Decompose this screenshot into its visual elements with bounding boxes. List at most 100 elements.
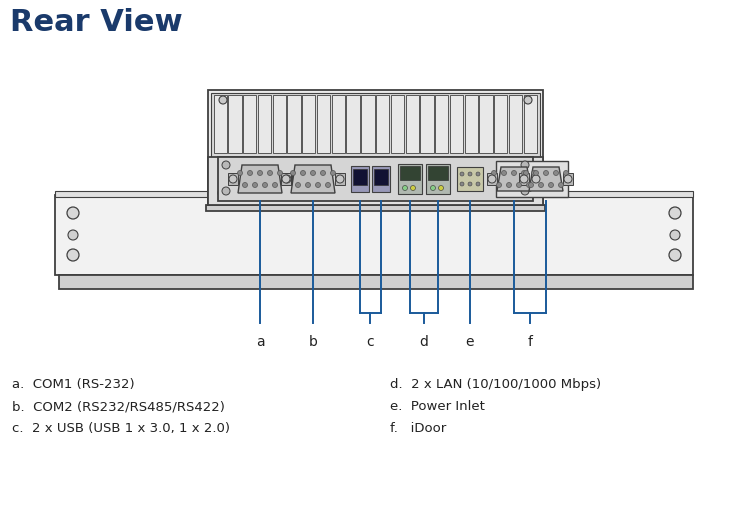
Bar <box>428 166 448 180</box>
Bar <box>302 95 316 153</box>
Polygon shape <box>529 167 563 191</box>
Text: b: b <box>308 335 317 349</box>
Circle shape <box>316 183 320 187</box>
Bar <box>372 166 390 192</box>
Bar <box>335 173 345 185</box>
Circle shape <box>410 186 416 190</box>
Text: f.   iDoor: f. iDoor <box>390 422 446 435</box>
Circle shape <box>326 183 331 187</box>
Circle shape <box>524 96 532 104</box>
Circle shape <box>67 207 79 219</box>
Bar <box>214 95 226 153</box>
Circle shape <box>68 230 78 240</box>
Circle shape <box>544 170 548 176</box>
Circle shape <box>290 170 296 176</box>
Bar <box>406 95 418 153</box>
Circle shape <box>222 161 230 169</box>
Circle shape <box>278 170 283 176</box>
Text: e.  Power Inlet: e. Power Inlet <box>390 400 484 413</box>
Circle shape <box>669 249 681 261</box>
Polygon shape <box>291 165 335 193</box>
Bar <box>281 173 291 185</box>
Circle shape <box>403 186 407 190</box>
Circle shape <box>532 170 536 176</box>
Bar <box>351 166 369 192</box>
Circle shape <box>520 175 528 183</box>
Text: f: f <box>527 335 532 349</box>
Text: c.  2 x USB (USB 1 x 3.0, 1 x 2.0): c. 2 x USB (USB 1 x 3.0, 1 x 2.0) <box>12 422 230 435</box>
Bar <box>317 95 330 153</box>
Circle shape <box>502 170 506 176</box>
Bar <box>435 95 448 153</box>
Circle shape <box>331 170 335 176</box>
Text: b.  COM2 (RS232/RS485/RS422): b. COM2 (RS232/RS485/RS422) <box>12 400 225 413</box>
Bar <box>531 173 541 185</box>
Circle shape <box>253 183 257 187</box>
Circle shape <box>468 172 472 176</box>
Bar <box>398 164 422 194</box>
Bar <box>208 157 543 205</box>
Circle shape <box>529 183 533 187</box>
Circle shape <box>554 170 559 176</box>
Text: d.  2 x LAN (10/100/1000 Mbps): d. 2 x LAN (10/100/1000 Mbps) <box>390 378 602 391</box>
Circle shape <box>517 183 521 187</box>
Circle shape <box>238 170 242 176</box>
Polygon shape <box>238 165 282 193</box>
Bar <box>346 95 360 153</box>
Bar <box>206 205 545 211</box>
Circle shape <box>272 183 278 187</box>
Circle shape <box>538 183 544 187</box>
Bar <box>465 95 478 153</box>
Circle shape <box>218 188 228 198</box>
Bar <box>426 164 450 194</box>
Circle shape <box>301 170 305 176</box>
Bar <box>258 95 271 153</box>
Bar <box>228 173 238 185</box>
Bar <box>218 157 533 201</box>
Circle shape <box>242 183 248 187</box>
Circle shape <box>533 170 538 176</box>
Circle shape <box>476 172 480 176</box>
Bar <box>374 169 388 185</box>
Circle shape <box>336 175 344 183</box>
Bar <box>228 95 242 153</box>
Text: e: e <box>466 335 474 349</box>
Circle shape <box>559 183 563 187</box>
Circle shape <box>669 207 681 219</box>
Bar <box>353 169 367 185</box>
Circle shape <box>283 175 291 183</box>
Bar <box>391 95 404 153</box>
Text: d: d <box>419 335 428 349</box>
Bar <box>563 173 573 185</box>
Circle shape <box>521 161 529 169</box>
Circle shape <box>219 96 227 104</box>
Circle shape <box>506 183 512 187</box>
Bar <box>211 93 540 159</box>
Circle shape <box>476 182 480 186</box>
Circle shape <box>524 170 529 176</box>
Text: Rear View: Rear View <box>10 8 183 37</box>
Circle shape <box>521 170 526 176</box>
Circle shape <box>222 187 230 195</box>
Bar <box>519 173 529 185</box>
Circle shape <box>488 175 496 183</box>
Circle shape <box>548 183 554 187</box>
Text: a.  COM1 (RS-232): a. COM1 (RS-232) <box>12 378 135 391</box>
Circle shape <box>296 183 301 187</box>
Bar <box>496 161 568 197</box>
Circle shape <box>460 172 464 176</box>
Bar <box>59 275 693 289</box>
Bar <box>524 95 537 153</box>
Bar <box>272 95 286 153</box>
Bar <box>400 166 420 180</box>
Polygon shape <box>497 167 531 191</box>
Circle shape <box>491 170 496 176</box>
Circle shape <box>670 230 680 240</box>
Bar <box>479 95 493 153</box>
Circle shape <box>496 183 502 187</box>
Circle shape <box>282 175 290 183</box>
Circle shape <box>468 182 472 186</box>
Bar <box>208 90 543 205</box>
Bar <box>287 95 301 153</box>
Bar <box>457 167 483 191</box>
